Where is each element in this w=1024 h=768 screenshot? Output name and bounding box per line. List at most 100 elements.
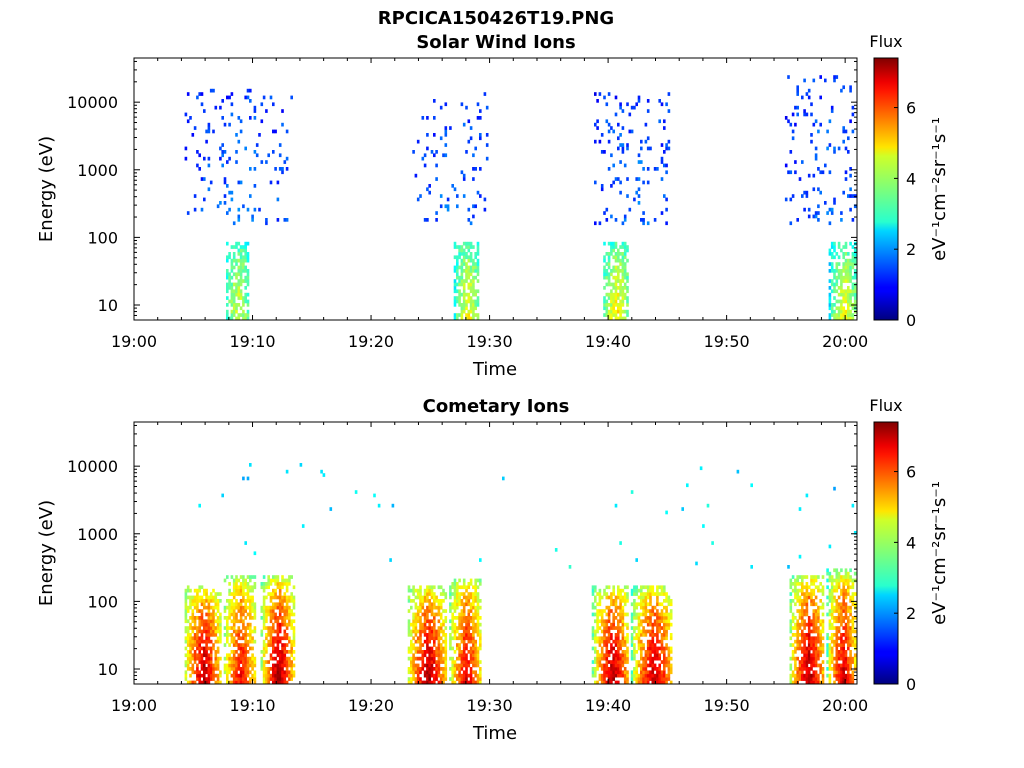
spectrogram-cell (842, 309, 845, 314)
spectrogram-cell (828, 299, 832, 304)
spectrogram-cell (812, 622, 816, 627)
spectrogram-cell (596, 609, 599, 613)
spectrogram-cell (219, 633, 222, 637)
spectrogram-cell (847, 677, 850, 681)
spectrogram-cell (796, 595, 799, 600)
spectrogram-cell (290, 595, 293, 600)
spectrogram-cell (817, 612, 820, 617)
spectrogram-cell (249, 595, 252, 600)
spectrogram-cell (476, 252, 480, 256)
spectrogram-cell (619, 541, 622, 545)
spectrogram-cell (230, 663, 234, 668)
spectrogram-cell (830, 595, 834, 600)
spectrogram-cell (651, 646, 655, 651)
spectrogram-cell (207, 660, 211, 664)
spectrogram-cell (644, 629, 648, 634)
spectrogram-cell (621, 255, 625, 260)
spectrogram-cell (258, 207, 261, 212)
spectrogram-cell (849, 619, 852, 624)
spectrogram-cell (439, 599, 443, 603)
spectrogram-cell (472, 269, 475, 273)
spectrogram-cell (426, 639, 429, 644)
spectrogram-cell (421, 629, 425, 634)
spectrogram-cell (830, 109, 834, 113)
spectrogram-cell (242, 588, 245, 593)
spectrogram-cell (853, 636, 857, 641)
spectrogram-cell (833, 296, 836, 300)
spectrogram-cell (644, 670, 648, 675)
spectrogram-cell (246, 633, 250, 637)
spectrogram-cell (656, 656, 659, 661)
spectrogram-cell (242, 248, 245, 253)
spectrogram-cell (479, 616, 482, 620)
spectrogram-cell (842, 245, 845, 249)
spectrogram-cell (442, 588, 445, 593)
spectrogram-cell (621, 653, 625, 658)
spectrogram-cell (617, 279, 620, 283)
spectrogram-cell (198, 595, 201, 600)
spectrogram-cell (216, 639, 220, 644)
spectrogram-cell (810, 639, 813, 644)
spectrogram-cell (665, 102, 668, 107)
spectrogram-cell (232, 292, 236, 297)
spectrogram-cell (439, 629, 443, 634)
spectrogram-cell (651, 585, 655, 590)
spectrogram-cell (805, 493, 809, 498)
spectrogram-cell (658, 673, 661, 678)
spectrogram-cell (219, 622, 222, 627)
spectrogram-cell (600, 680, 604, 685)
spectrogram-cell (226, 663, 229, 668)
spectrogram-cell (456, 204, 459, 209)
spectrogram-cell (807, 680, 811, 685)
spectrogram-cell (407, 595, 411, 600)
spectrogram-cell (665, 636, 668, 641)
spectrogram-cell (249, 660, 252, 664)
spectrogram-cell (278, 595, 282, 600)
spectrogram-cell (649, 595, 652, 600)
spectrogram-cell (433, 595, 436, 600)
spectrogram-cell (281, 667, 284, 671)
spectrogram-cell (623, 636, 627, 641)
spectrogram-cell (847, 646, 850, 651)
spectrogram-cell (274, 592, 277, 596)
spectrogram-cell (249, 633, 252, 637)
spectrogram-cell (665, 619, 668, 624)
spectrogram-cell (285, 656, 289, 661)
spectrogram-cell (212, 677, 215, 681)
spectrogram-cell (796, 575, 799, 579)
spectrogram-cell (610, 214, 613, 219)
spectrogram-cell (840, 279, 843, 283)
spectrogram-cell (642, 605, 645, 610)
spectrogram-cell (621, 245, 625, 249)
spectrogram-cell (244, 650, 247, 654)
spectrogram-cell (437, 680, 441, 685)
spectrogram-cell (474, 626, 477, 630)
spectrogram-cell (278, 656, 282, 661)
spectrogram-cell (621, 279, 625, 283)
spectrogram-cell (833, 595, 836, 600)
spectrogram-cell (600, 609, 604, 613)
spectrogram-cell (433, 653, 436, 658)
spectrogram-cell (219, 592, 222, 596)
spectrogram-cell (253, 656, 257, 661)
spectrogram-cell (239, 582, 243, 586)
spectrogram-cell (472, 262, 475, 266)
spectrogram-cell (244, 299, 247, 304)
spectrogram-cell (837, 286, 841, 290)
spectrogram-cell (851, 252, 855, 256)
spectrogram-cell (242, 622, 245, 627)
spectrogram-cell (242, 599, 245, 603)
spectrogram-cell (205, 139, 208, 144)
spectrogram-cell (207, 629, 211, 634)
spectrogram-cell (607, 680, 611, 685)
spectrogram-cell (807, 95, 811, 100)
spectrogram-cell (812, 122, 816, 127)
spectrogram-cell (465, 279, 468, 283)
spectrogram-cell (437, 660, 441, 664)
spectrogram-cell (828, 303, 832, 307)
spectrogram-cell (428, 626, 431, 630)
spectrogram-cell (603, 275, 606, 280)
spectrogram-cell (274, 575, 277, 579)
spectrogram-cell (826, 660, 829, 664)
spectrogram-cell (230, 289, 234, 294)
